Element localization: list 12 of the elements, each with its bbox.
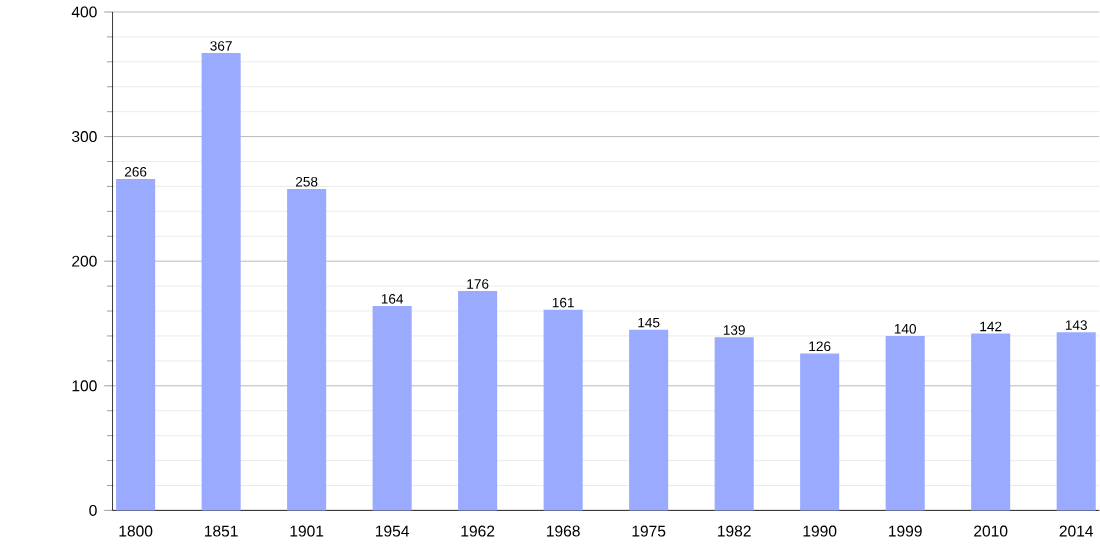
bar [116, 179, 156, 511]
bar [458, 291, 498, 511]
bar [629, 330, 669, 511]
bar [971, 333, 1011, 511]
bar [1056, 332, 1096, 511]
bar [201, 53, 241, 511]
bar [372, 306, 412, 511]
bar [714, 337, 754, 511]
bar [287, 189, 327, 511]
bar [885, 336, 925, 511]
bar [543, 310, 583, 511]
bar [800, 353, 840, 511]
